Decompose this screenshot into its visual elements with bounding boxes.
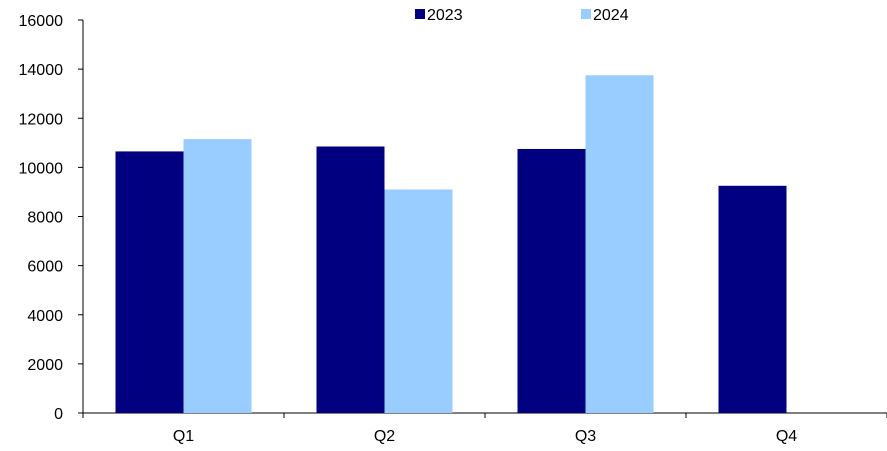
x-tick-label: Q3 (575, 428, 596, 445)
bar-2024-Q3 (585, 75, 654, 413)
y-axis: 0 2000 4000 6000 8000 10000 12000 14000 16000 (19, 13, 84, 423)
legend-label: 2023 (427, 7, 463, 24)
x-axis: Q1 Q2 Q3 Q4 (82, 412, 887, 445)
y-tick-label: 0 (54, 406, 63, 423)
bar-2024-Q1 (183, 139, 252, 414)
legend-swatch-2024 (581, 9, 591, 19)
y-tick-label: 4000 (27, 308, 63, 325)
x-tick-label: Q1 (173, 428, 194, 445)
x-tick-label: Q2 (374, 428, 395, 445)
legend: 2023 2024 (415, 7, 629, 24)
legend-swatch-2023 (415, 9, 425, 19)
x-tick-label: Q4 (776, 428, 797, 445)
bars (115, 75, 787, 414)
bar-2023-Q2 (316, 146, 385, 413)
bar-2023-Q4 (718, 185, 787, 413)
y-tick-label: 12000 (19, 111, 64, 128)
legend-label: 2024 (593, 7, 629, 24)
y-tick-label: 10000 (19, 160, 64, 177)
bar-2023-Q1 (115, 151, 184, 414)
y-tick-label: 2000 (27, 357, 63, 374)
y-tick-label: 14000 (19, 62, 64, 79)
y-tick-label: 6000 (27, 259, 63, 276)
y-tick-label: 8000 (27, 210, 63, 227)
bar-2024-Q2 (384, 189, 453, 413)
y-tick-label: 16000 (19, 13, 64, 30)
bar-2023-Q3 (517, 148, 586, 413)
